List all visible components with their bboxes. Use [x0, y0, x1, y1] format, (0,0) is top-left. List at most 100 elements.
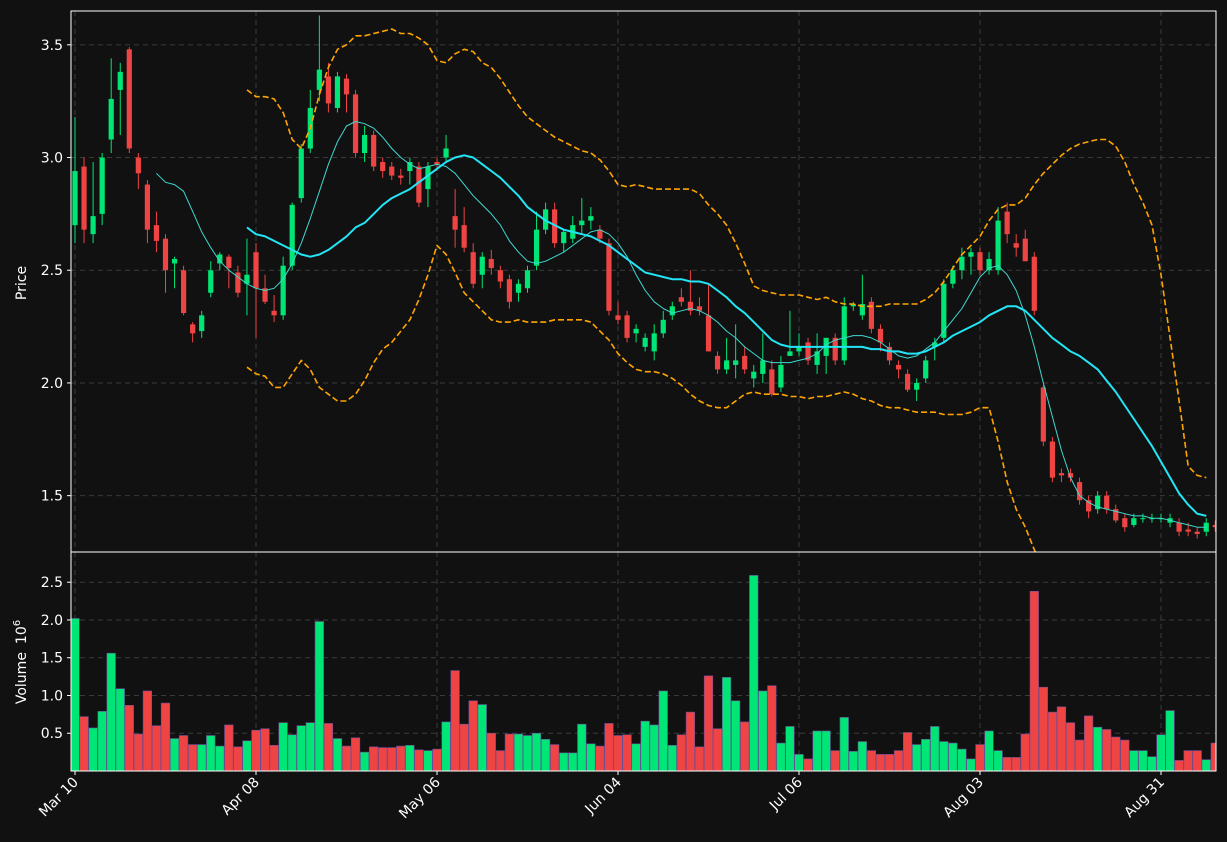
candle-body: [950, 270, 956, 284]
candle-body: [877, 328, 884, 343]
volume-bar: [124, 704, 134, 771]
volume-bar: [378, 747, 388, 771]
volume-bar: [839, 717, 849, 771]
candle-body: [932, 342, 938, 347]
volume-bar: [1002, 757, 1012, 771]
candle-body: [751, 371, 757, 379]
candle-body: [289, 204, 295, 266]
candle-body: [515, 283, 522, 293]
candle-body: [1022, 238, 1028, 262]
volume-bar: [206, 735, 216, 771]
volume-bar: [477, 704, 487, 771]
volume-bar: [921, 738, 931, 771]
candle-body: [461, 225, 467, 248]
candle-body: [153, 225, 160, 241]
volume-bar: [242, 740, 252, 771]
price-tick-label: 3.5: [41, 38, 63, 54]
candle-body: [977, 252, 983, 271]
candle-body: [588, 216, 594, 221]
volume-bars: [71, 575, 1216, 771]
candle-body: [1004, 211, 1010, 235]
candle-body: [642, 337, 648, 347]
volume-tick-label: 1.5: [41, 651, 63, 667]
volume-tick-label: 0.5: [41, 726, 63, 742]
candle-body: [733, 360, 739, 365]
volume-bar: [269, 745, 279, 771]
candle-body: [479, 256, 485, 275]
volume-bar: [459, 723, 469, 771]
price-panel: 1.5 2.0 2.5 3.0 3.5: [41, 10, 1217, 553]
candle-body: [1086, 500, 1092, 512]
candle-body: [416, 166, 422, 203]
candle-body: [705, 315, 712, 352]
volume-bar: [88, 727, 98, 771]
candle-body: [181, 270, 187, 314]
volume-bar: [912, 744, 922, 771]
candle-body: [687, 301, 693, 311]
candle-body: [253, 252, 259, 289]
volume-bar: [649, 724, 659, 771]
volume-bar: [359, 751, 370, 771]
volume-bar: [785, 726, 795, 771]
volume-bar: [884, 754, 895, 771]
volume-bar: [721, 677, 732, 771]
candle-body: [443, 148, 449, 158]
volume-bar: [504, 733, 515, 771]
volume-bar: [296, 725, 306, 771]
volume-bar: [568, 752, 578, 771]
volume-bar: [215, 745, 225, 771]
candle-body: [1176, 522, 1182, 532]
volume-bar: [396, 745, 406, 771]
volume-bar: [495, 750, 505, 771]
volume-bar: [160, 702, 171, 771]
volume-bar: [197, 744, 207, 771]
volume-bar: [685, 711, 695, 771]
candle-body: [724, 360, 730, 370]
candle-body: [235, 272, 241, 293]
volume-bar: [1084, 715, 1094, 771]
candle-body: [352, 94, 359, 154]
volume-axis-exponent-base: 10: [14, 626, 30, 644]
candle-body: [1067, 473, 1074, 478]
candle-body: [895, 364, 902, 370]
volume-bar: [251, 729, 261, 771]
volume-bar: [957, 748, 967, 771]
volume-bar: [350, 737, 361, 771]
candle-body: [1104, 495, 1110, 510]
volume-bar: [812, 730, 822, 771]
volume-bar: [622, 734, 632, 771]
candle-body: [615, 315, 621, 320]
volume-bar: [893, 750, 904, 771]
volume-bar: [133, 733, 143, 771]
volume-bar: [975, 744, 985, 771]
candle-body: [407, 162, 413, 172]
volume-bar: [1192, 750, 1202, 771]
candle-body: [1040, 387, 1046, 442]
volume-bar: [948, 742, 958, 771]
candle-body: [452, 216, 458, 230]
volume-bar: [169, 738, 180, 771]
volume-bar: [287, 734, 297, 771]
candle-body: [651, 333, 657, 352]
volume-bar: [731, 700, 741, 771]
volume-bar: [188, 744, 198, 771]
volume-tick-label: 1.0: [41, 688, 63, 704]
price-tick-label: 2.0: [41, 376, 63, 392]
candle-body: [144, 184, 150, 230]
volume-bar: [640, 720, 650, 771]
price-axis-label: Price: [14, 266, 30, 300]
candle-body: [886, 346, 893, 361]
candle-body: [226, 256, 232, 268]
volume-bar: [604, 723, 614, 771]
volume-bar: [631, 743, 641, 771]
volume-bar: [550, 744, 560, 771]
volume-bar: [341, 745, 352, 771]
volume-bar: [278, 722, 288, 771]
volume-bar: [1156, 734, 1166, 771]
volume-bar: [441, 721, 451, 771]
candle-body: [488, 258, 494, 268]
candle-body: [986, 258, 992, 271]
volume-tick-label: 2.5: [41, 575, 63, 591]
volume-bar: [776, 742, 786, 771]
